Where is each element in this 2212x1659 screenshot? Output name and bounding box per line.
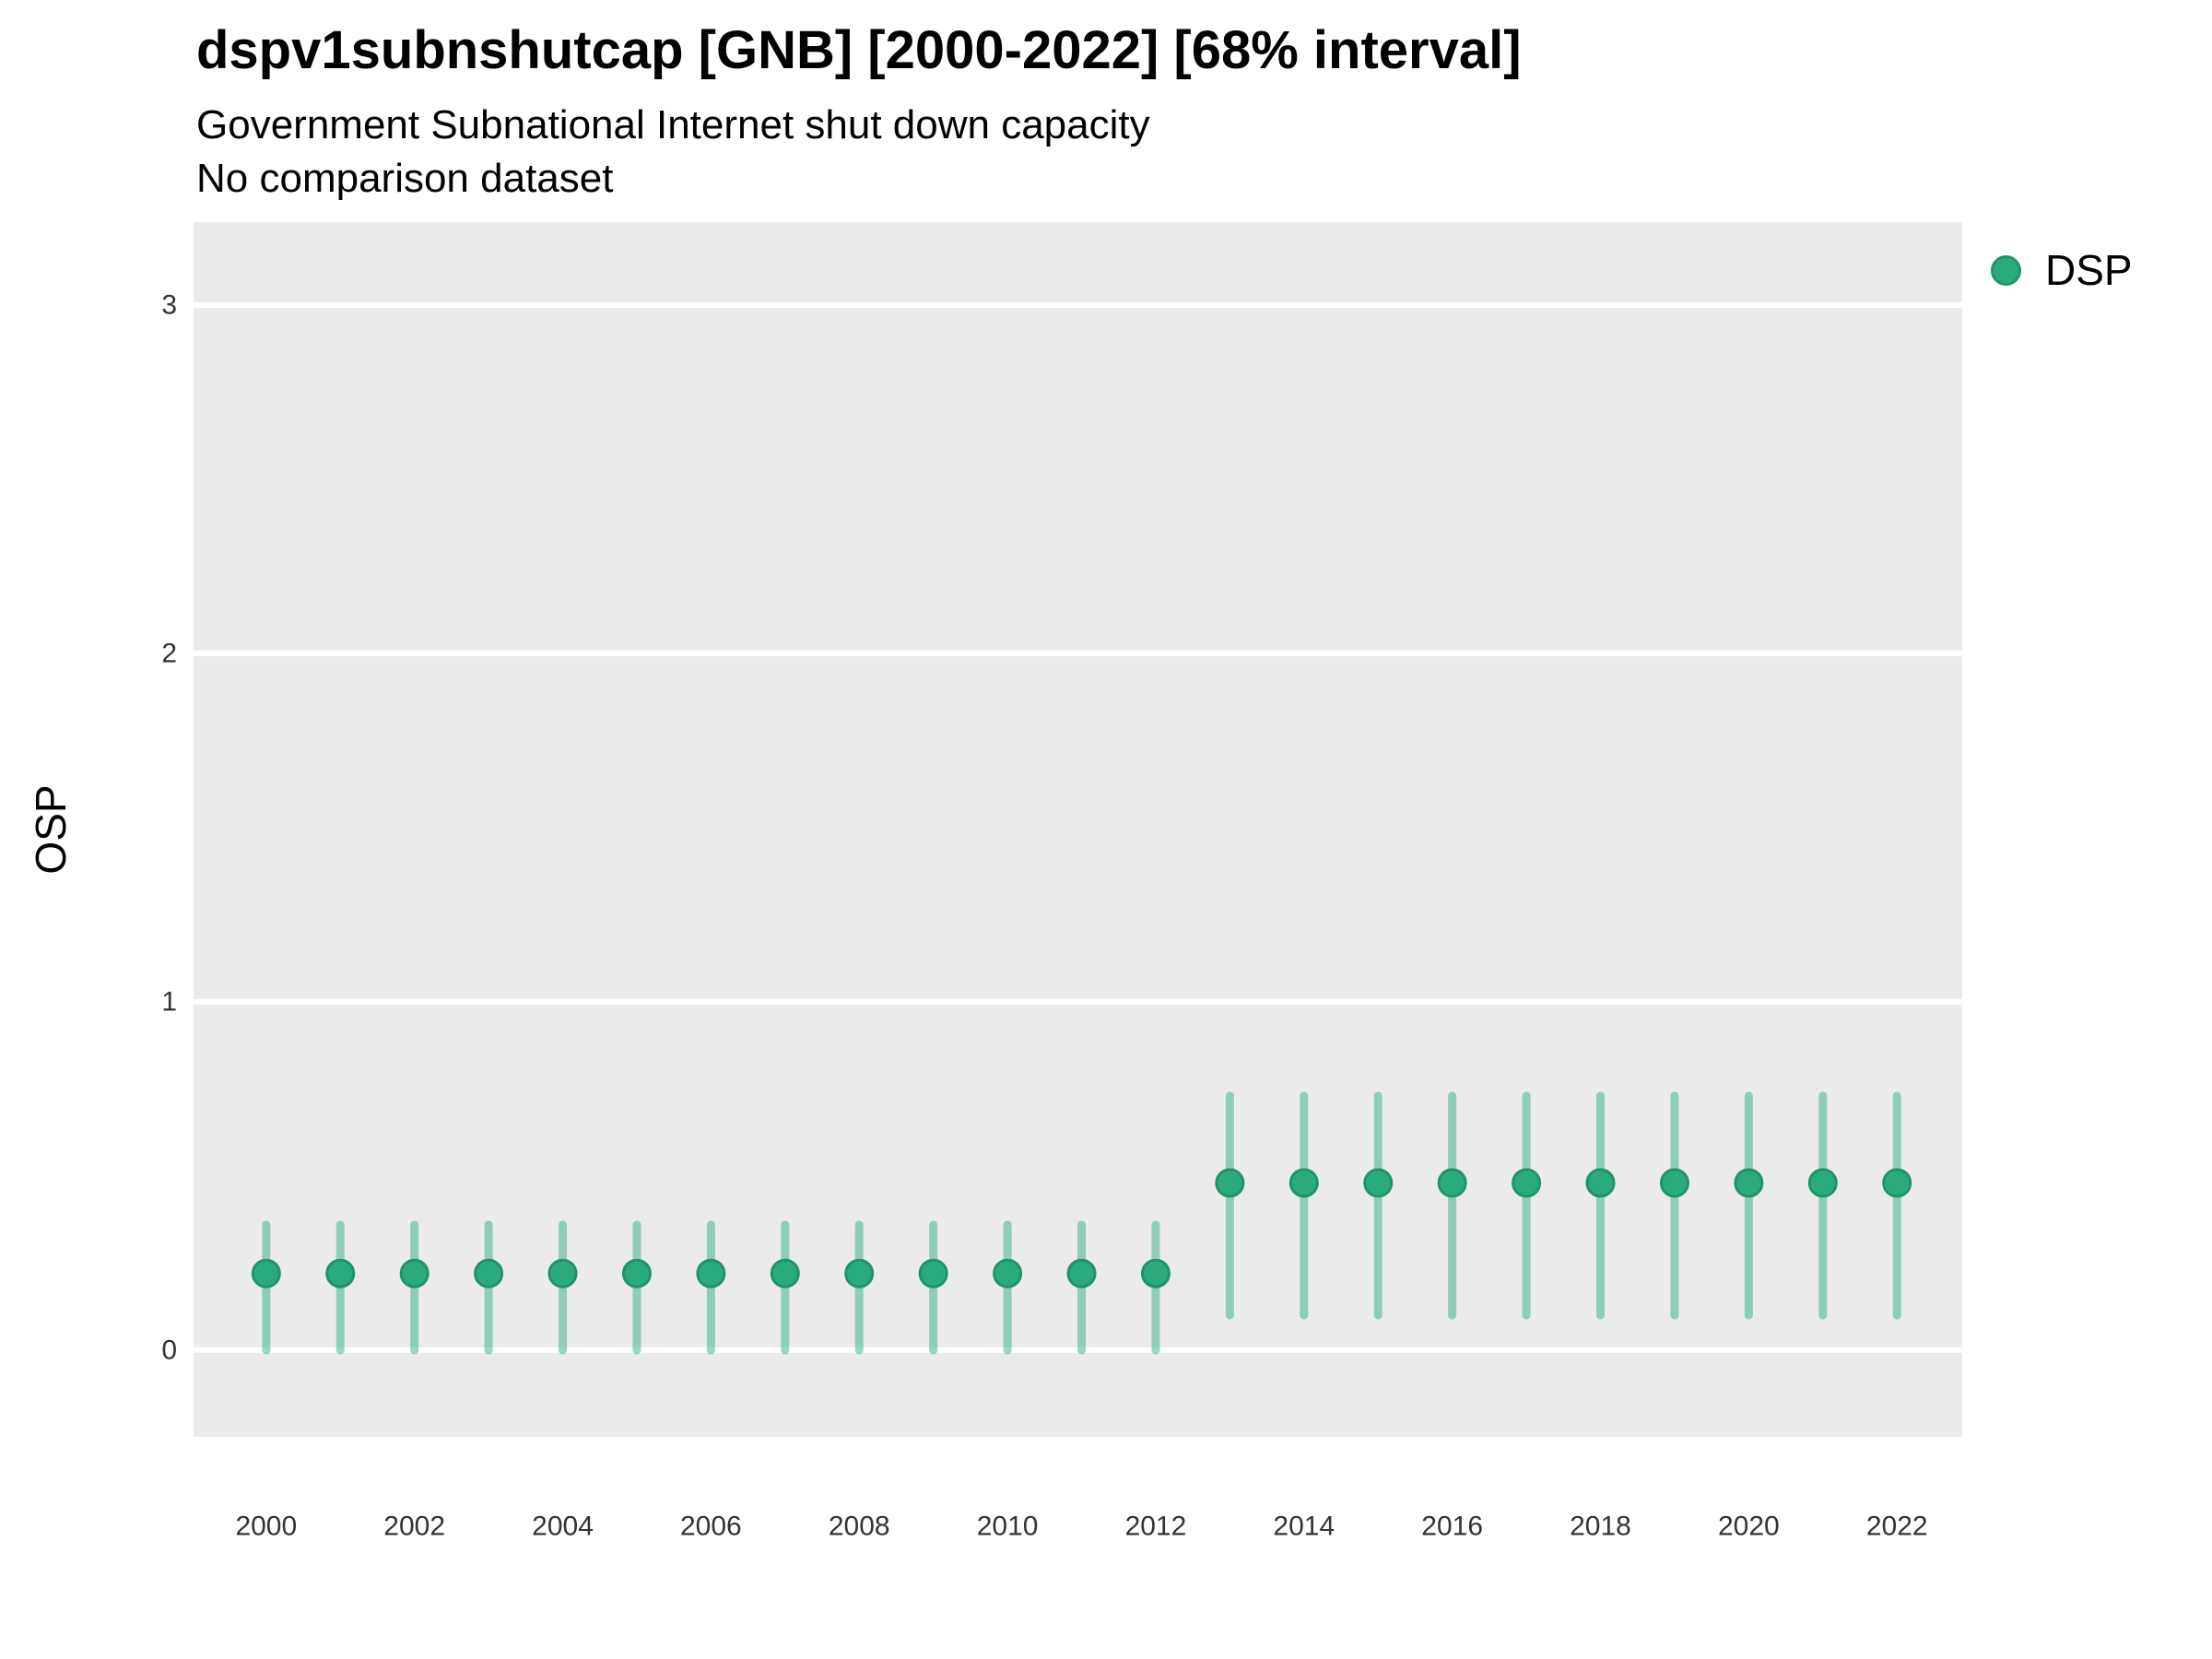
x-tick-label: 2020 — [1718, 1512, 1780, 1542]
data-point — [1066, 1258, 1097, 1288]
data-point — [251, 1258, 281, 1288]
data-point — [1512, 1168, 1542, 1198]
x-tick-label: 2000 — [235, 1512, 297, 1542]
legend-point-icon — [1991, 254, 2021, 286]
x-tick-label: 2022 — [1866, 1512, 1928, 1542]
data-point — [1882, 1168, 1912, 1198]
data-point — [621, 1258, 652, 1288]
y-axis-title: OSP — [27, 784, 75, 875]
x-tick-label: 2012 — [1125, 1512, 1187, 1542]
data-point — [1585, 1168, 1616, 1198]
y-tick-label: 2 — [161, 638, 177, 668]
data-point — [1288, 1168, 1319, 1198]
data-point — [844, 1258, 875, 1288]
x-tick-label: 2002 — [383, 1512, 445, 1542]
panel-background — [194, 222, 1962, 1437]
legend: DSP — [1991, 249, 2133, 291]
data-point — [1363, 1168, 1394, 1198]
y-tick-label: 0 — [161, 1335, 177, 1365]
data-point — [399, 1258, 429, 1288]
data-point — [918, 1258, 948, 1288]
data-point — [1734, 1168, 1764, 1198]
x-tick-label: 2018 — [1570, 1512, 1631, 1542]
x-tick-label: 2014 — [1273, 1512, 1335, 1542]
data-point — [770, 1258, 800, 1288]
x-tick-label: 2010 — [977, 1512, 1039, 1542]
data-point — [1215, 1168, 1245, 1198]
data-point — [1659, 1168, 1689, 1198]
x-tick-label: 2008 — [829, 1512, 890, 1542]
x-tick-label: 2016 — [1421, 1512, 1483, 1542]
data-point — [1437, 1168, 1467, 1198]
chart-title: dspv1subnshutcap [GNB] [2000-2022] [68% … — [196, 20, 1522, 80]
data-point — [696, 1258, 726, 1288]
data-point — [325, 1258, 356, 1288]
chart-subtitle: Government Subnational Internet shut dow… — [196, 102, 1150, 147]
data-point — [993, 1258, 1023, 1288]
data-point — [547, 1258, 578, 1288]
x-tick-label: 2006 — [680, 1512, 742, 1542]
y-tick-label: 3 — [161, 289, 177, 320]
x-tick-label: 2004 — [532, 1512, 594, 1542]
chart-subtitle-comparison: No comparison dataset — [196, 156, 614, 201]
data-point — [1140, 1258, 1171, 1288]
legend-label-dsp: DSP — [2045, 246, 2133, 294]
data-point — [474, 1258, 504, 1288]
data-point — [1807, 1168, 1838, 1198]
y-tick-label: 1 — [161, 986, 177, 1017]
